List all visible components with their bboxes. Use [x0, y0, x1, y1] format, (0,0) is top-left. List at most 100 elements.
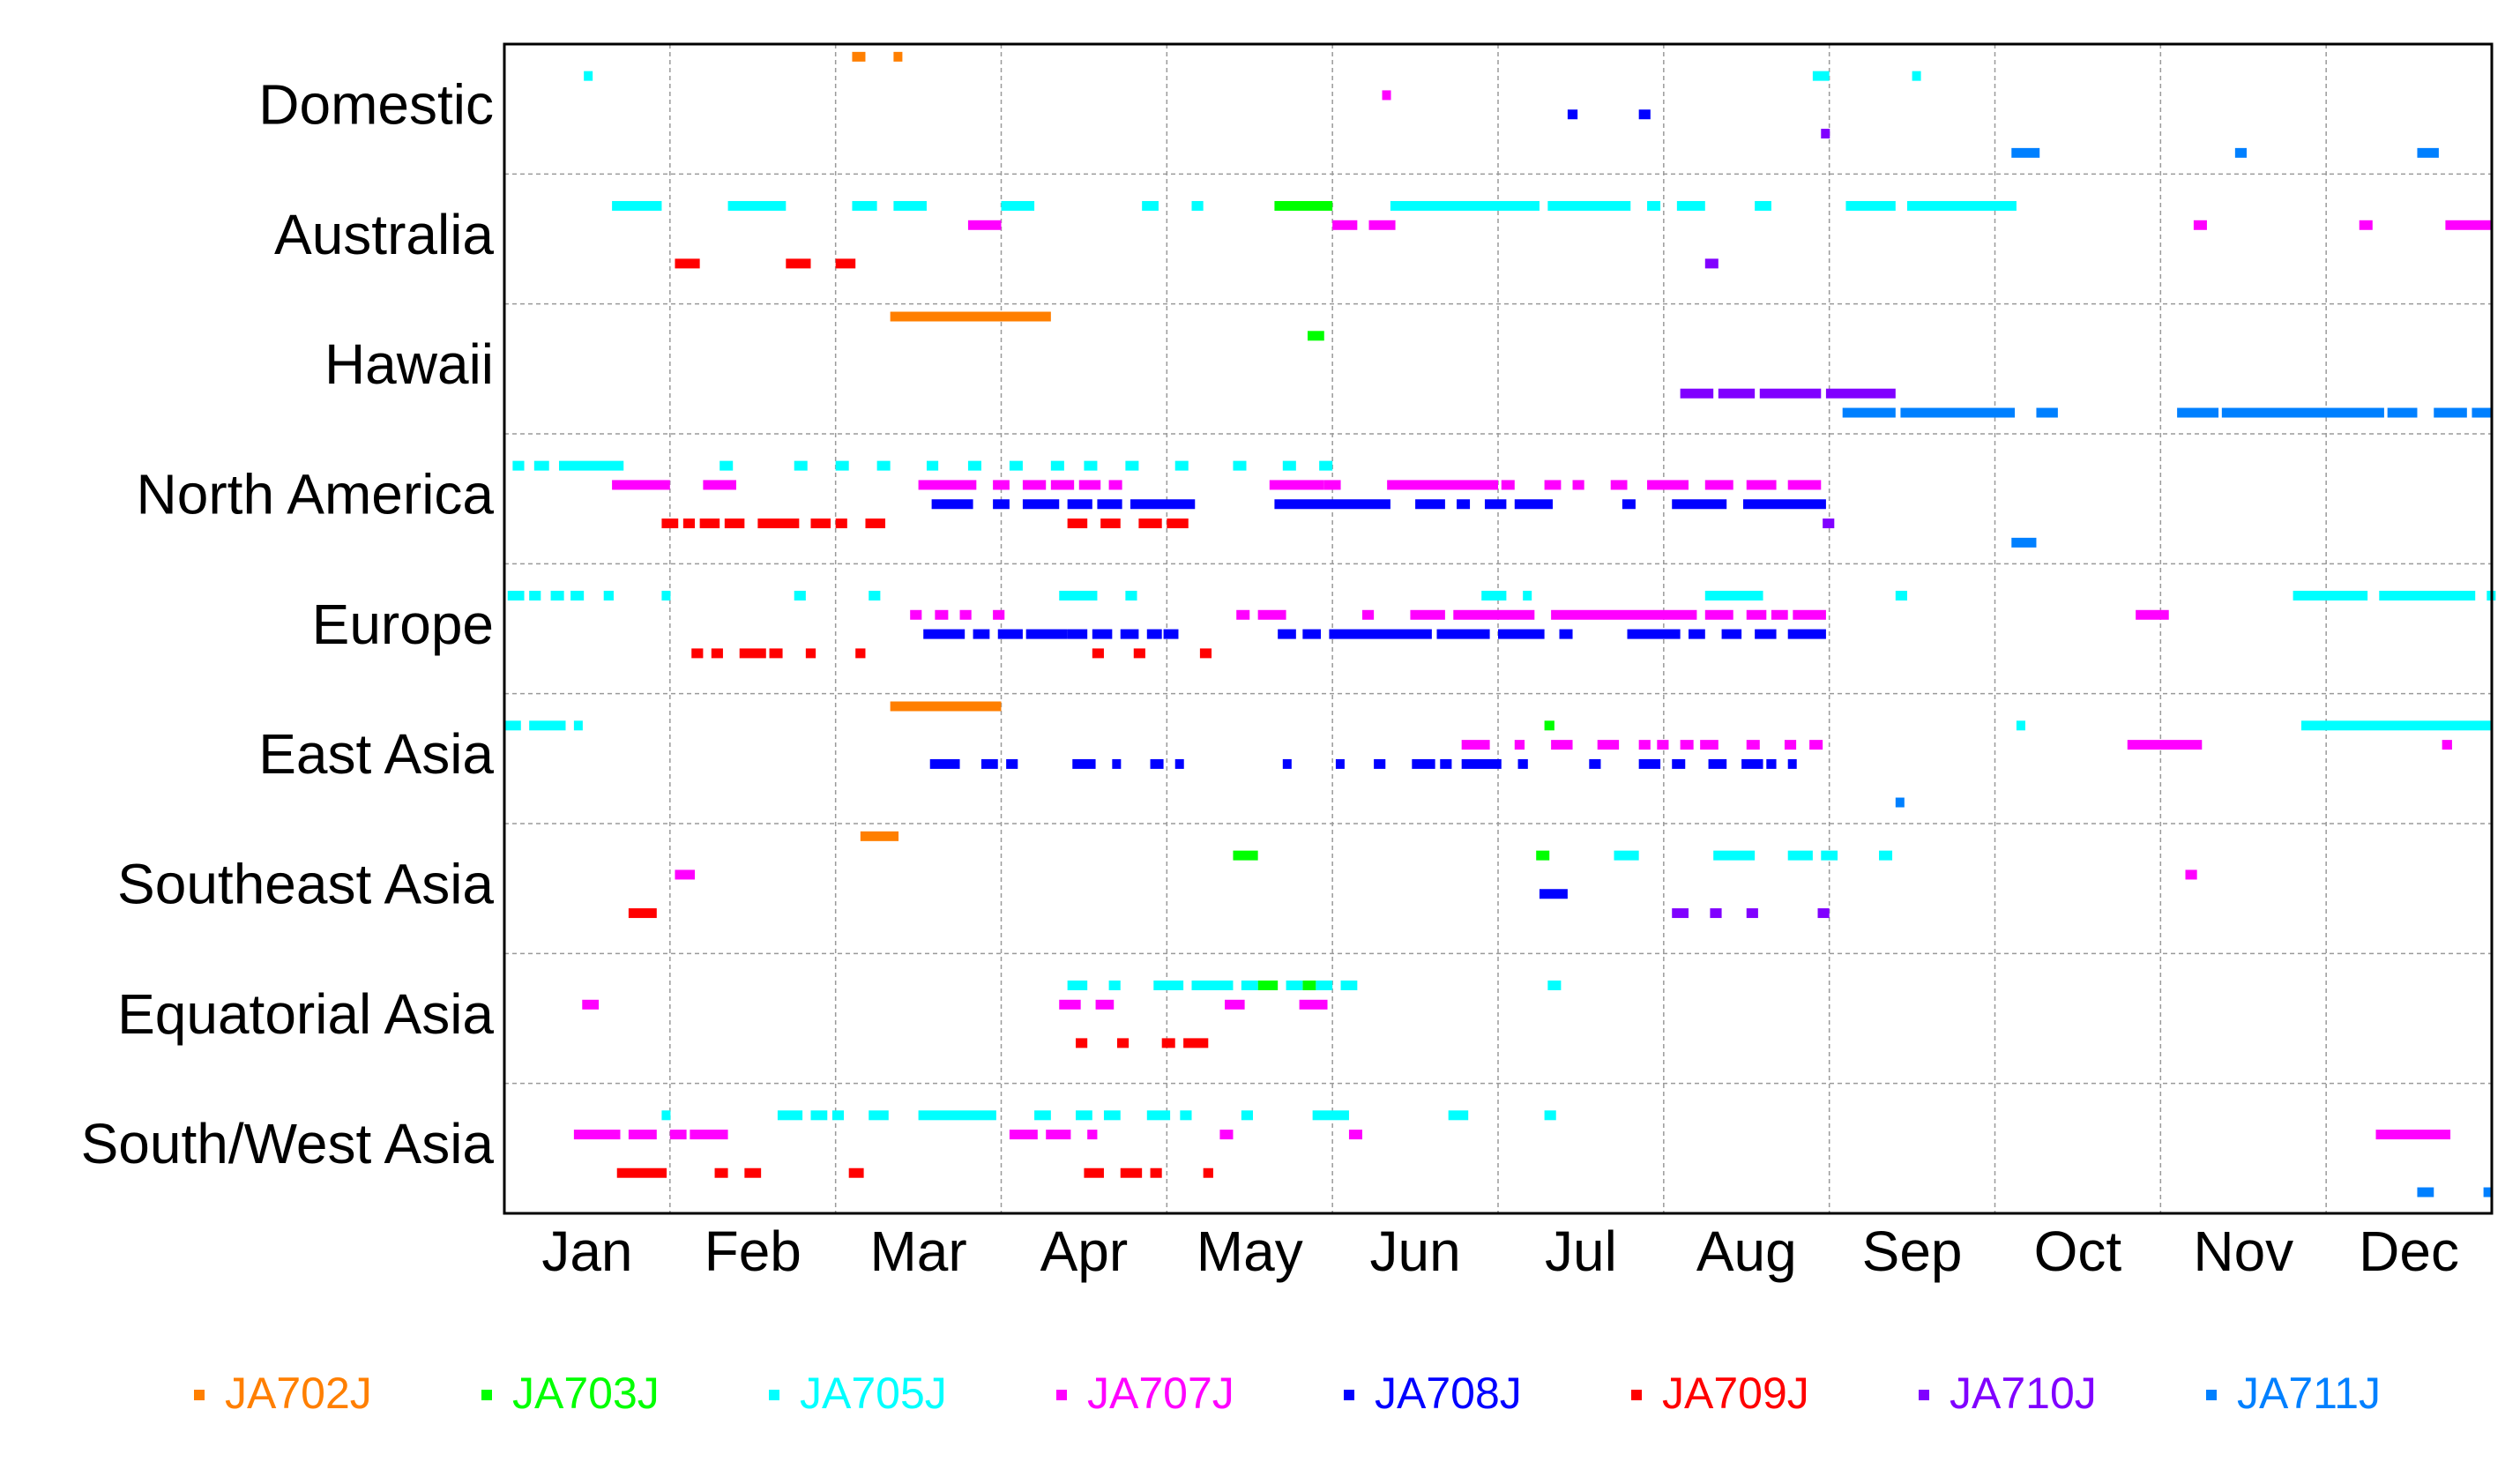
legend-item-ja702j: JA702J	[194, 1369, 372, 1418]
flight-bar	[1120, 629, 1139, 639]
flight-bar	[1282, 460, 1296, 471]
flight-bar	[1567, 109, 1578, 120]
flight-bar	[1895, 590, 1907, 600]
flight-bar	[1787, 758, 1797, 769]
flight-bar	[724, 518, 745, 529]
flight-bar	[1638, 109, 1651, 120]
flight-bar	[661, 518, 679, 529]
flight-bar	[810, 1110, 828, 1121]
flight-bar	[1572, 480, 1584, 490]
flight-bar	[959, 609, 972, 620]
flight-bar	[1809, 740, 1823, 750]
flight-bar	[1610, 480, 1628, 490]
flight-bar	[1622, 499, 1636, 510]
category-label-south-west-asia: South/West Asia	[81, 1112, 495, 1175]
month-label-nov: Nov	[2193, 1220, 2293, 1283]
flight-bar	[1627, 629, 1681, 639]
flight-bar	[1704, 590, 1763, 600]
y-axis-labels: Domestic Australia Hawaii North America Euro…	[81, 73, 495, 1176]
flight-bar	[507, 590, 525, 600]
flight-bar	[1125, 460, 1139, 471]
flight-bar	[2177, 407, 2219, 418]
flight-bar	[869, 1110, 889, 1121]
flight-bar	[1199, 648, 1212, 659]
flight-bar	[1672, 499, 1727, 510]
data-marks	[504, 51, 2496, 1197]
flight-bar	[1657, 740, 1669, 750]
flight-bar	[1676, 200, 1705, 211]
legend-marker	[481, 1390, 492, 1400]
flight-bar	[810, 518, 831, 529]
flight-bar	[1755, 629, 1777, 639]
flight-bar	[2293, 590, 2368, 600]
flight-bar	[769, 648, 783, 659]
flight-bar	[1203, 1167, 1213, 1178]
flight-bar	[1721, 629, 1742, 639]
flight-bar	[1448, 1110, 1469, 1121]
flight-bar	[2016, 720, 2025, 731]
flight-bar	[973, 629, 990, 639]
flight-bar	[612, 200, 662, 211]
flight-bar	[1153, 980, 1184, 990]
flight-bar	[1412, 758, 1435, 769]
flight-bar	[2221, 407, 2384, 418]
flight-bar	[1161, 1038, 1175, 1048]
flight-bar	[852, 51, 866, 62]
grid-lines	[504, 44, 2492, 1213]
flight-bar	[1133, 648, 1145, 659]
flight-bar	[794, 590, 806, 600]
flight-bar	[1638, 758, 1661, 769]
flight-bar	[1097, 499, 1122, 510]
series-ja710j	[1672, 129, 1896, 919]
legend-item-ja708j: JA708J	[1344, 1369, 1522, 1418]
flight-bar	[1589, 758, 1601, 769]
flight-bar	[1547, 200, 1631, 211]
flight-bar	[2417, 1187, 2434, 1197]
flight-bar	[628, 1130, 657, 1140]
flight-bar	[1025, 629, 1068, 639]
flight-bar	[1067, 518, 1088, 529]
flight-bar	[1672, 908, 1689, 919]
flight-bar	[794, 460, 808, 471]
flight-bar	[1672, 758, 1686, 769]
category-label-southeast-asia: Southeast Asia	[117, 853, 494, 916]
month-label-jan: Jan	[541, 1220, 632, 1283]
flight-bar	[2234, 147, 2248, 158]
flight-bar	[831, 1110, 845, 1121]
flight-bar	[1484, 499, 1507, 510]
flight-bar	[1544, 720, 1554, 731]
flight-bar	[1390, 200, 1540, 211]
flight-bar	[1361, 609, 1375, 620]
flight-bar	[935, 609, 949, 620]
flight-bar	[1236, 609, 1250, 620]
flight-bar	[1108, 980, 1121, 990]
flight-bar	[1067, 499, 1092, 510]
month-label-sep: Sep	[1862, 1220, 1963, 1283]
legend-label: JA709J	[1662, 1369, 1809, 1418]
flight-bar	[573, 1130, 621, 1140]
flight-bar	[1274, 499, 1390, 510]
flight-bar	[1286, 980, 1303, 990]
flight-bar	[1022, 499, 1060, 510]
flight-bar	[628, 908, 657, 919]
flight-bar	[2011, 537, 2037, 548]
flight-bar	[1340, 980, 1358, 990]
flight-bar	[1461, 740, 1490, 750]
legend-marker	[194, 1390, 205, 1400]
flight-bar	[1316, 980, 1333, 990]
flight-bar	[727, 200, 787, 211]
flight-bar	[1100, 518, 1121, 529]
flight-bar	[682, 518, 696, 529]
flight-bar	[661, 590, 671, 600]
flight-bar	[893, 200, 927, 211]
flight-bar	[1536, 850, 1550, 861]
flight-bar	[1547, 980, 1562, 990]
flight-bar	[2379, 590, 2476, 600]
flight-bar	[1084, 1167, 1104, 1178]
flight-bar	[1759, 388, 1822, 399]
flight-bar	[1335, 758, 1345, 769]
flight-bar	[1092, 648, 1104, 659]
flight-bar	[1755, 200, 1771, 211]
flight-bar	[929, 758, 960, 769]
flight-bar	[1647, 200, 1661, 211]
